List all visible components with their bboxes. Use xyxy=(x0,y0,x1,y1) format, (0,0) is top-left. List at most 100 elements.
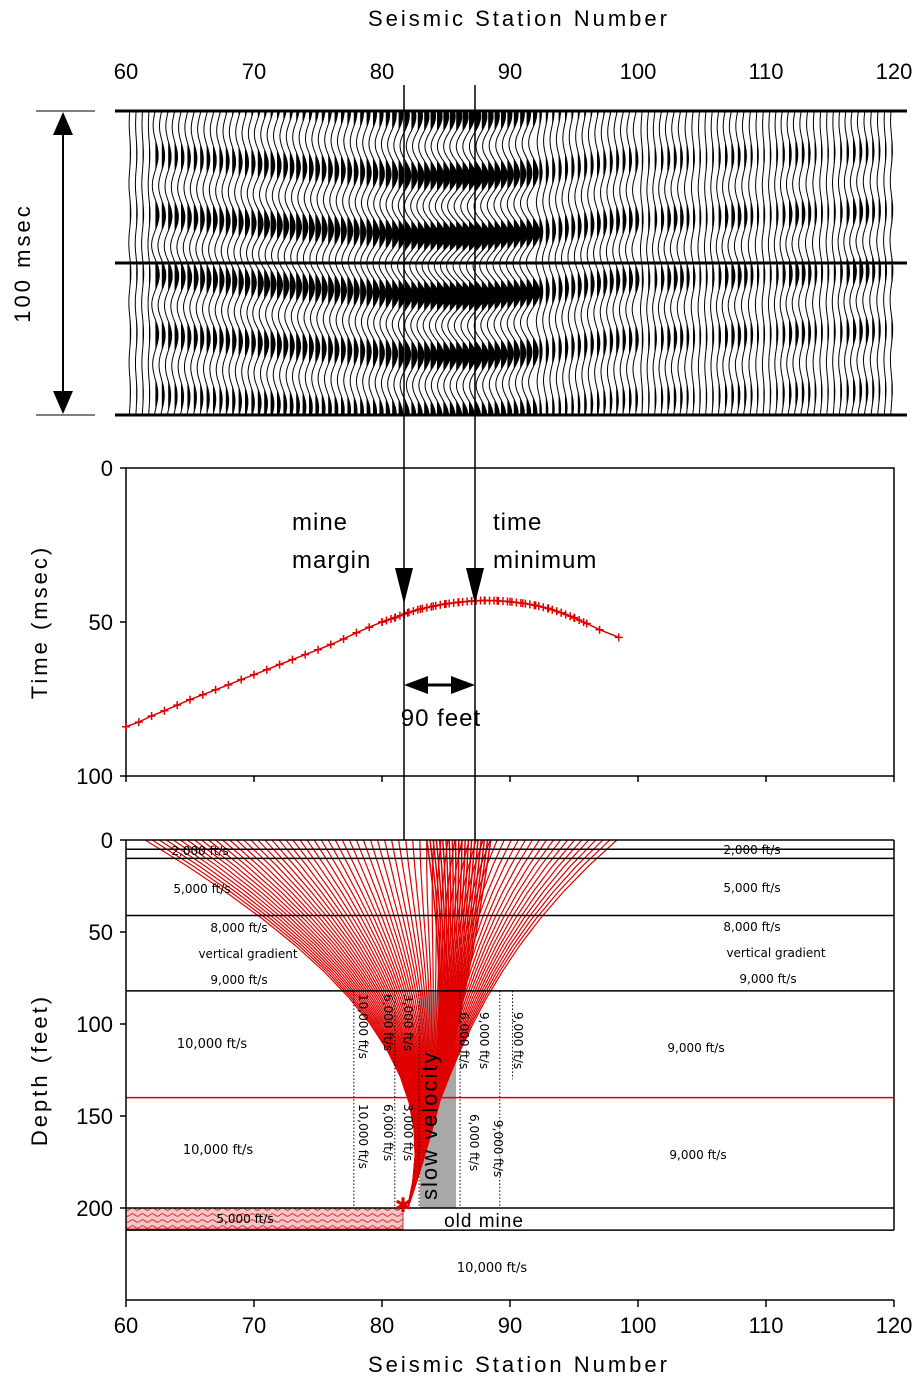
top-x-axis-title: Seismic Station Number xyxy=(368,6,670,31)
trace-fill-62 xyxy=(526,111,534,415)
arrival-time-point xyxy=(224,680,233,689)
velocity-column-boundaries xyxy=(353,990,514,1208)
trace-fill-39 xyxy=(379,111,386,415)
arrival-time-point xyxy=(580,618,587,627)
trace-fill-24 xyxy=(283,111,289,415)
bottom-x-tick-70: 70 xyxy=(242,1313,266,1338)
trace-fill-41 xyxy=(392,111,400,415)
bottom-x-tick-60: 60 xyxy=(114,1313,138,1338)
depth-ytick-label-200: 200 xyxy=(76,1196,113,1221)
label-left-5000: 5,000 ft/s xyxy=(173,882,230,896)
trace-fill-60 xyxy=(513,111,522,415)
arrival-time-point xyxy=(147,711,156,720)
arrival-time-point xyxy=(211,685,220,694)
arrival-time-point xyxy=(134,718,143,727)
arrival-time-point xyxy=(614,633,623,642)
time-ytick-label-0: 0 xyxy=(101,456,113,481)
arrival-time-point xyxy=(522,599,529,608)
trace-fill-63 xyxy=(533,111,540,415)
marker-lines xyxy=(395,85,484,840)
depth-x-ticks: 60 70 80 90 100 110 120 xyxy=(114,1300,913,1338)
arrival-time-point xyxy=(437,600,444,609)
col-label-9000-upper-left: 9,000 ft/s xyxy=(477,1012,491,1069)
arrival-time-point xyxy=(186,695,194,704)
top-x-tick-70: 70 xyxy=(242,59,266,84)
col-label-6000-upper-left: 6,000 ft/s xyxy=(381,994,395,1051)
arrival-time-point xyxy=(428,602,435,611)
arrival-time-point xyxy=(301,650,310,659)
arrival-time-point xyxy=(549,605,556,614)
arrival-time-point xyxy=(352,628,361,637)
trace-fill-25 xyxy=(289,111,296,415)
bottom-x-tick-80: 80 xyxy=(370,1313,394,1338)
arrival-time-point xyxy=(288,655,297,664)
depth-ytick-label-50: 50 xyxy=(89,920,113,945)
trace-fill-40 xyxy=(385,111,393,415)
arrival-time-point xyxy=(314,645,322,654)
arrival-time-point xyxy=(339,634,348,643)
trace-fill-51 xyxy=(456,111,466,415)
trace-fill-37 xyxy=(366,111,373,415)
trace-fill-26 xyxy=(296,111,302,415)
label-right-2000: 2,000 ft/s xyxy=(723,843,780,857)
arrival-time-point xyxy=(392,613,399,622)
label-left-vertical-gradient: vertical gradient xyxy=(198,947,297,961)
top-x-tick-120: 120 xyxy=(876,59,913,84)
arrival-time-point xyxy=(526,600,533,609)
trace-fill-36 xyxy=(360,111,366,415)
col-label-6000-lower-right: 6,000 ft/s xyxy=(467,1114,481,1171)
time-minimum-arrowhead xyxy=(466,568,484,604)
trace-fill-3 xyxy=(149,111,151,415)
trace-fill-70 xyxy=(577,111,582,415)
mine-margin-label-line1: mine xyxy=(292,509,348,536)
arrival-time-point xyxy=(275,660,284,669)
time-y-axis-title: Time (msec) xyxy=(27,545,52,699)
label-right-9000: 9,000 ft/s xyxy=(739,972,796,986)
trace-fill-38 xyxy=(373,111,380,415)
trace-fill-64 xyxy=(539,111,543,415)
top-x-tick-60: 60 xyxy=(114,59,138,84)
seismogram-time-label: 100 msec xyxy=(10,203,35,322)
label-right-5000: 5,000 ft/s xyxy=(723,881,780,895)
arrival-time-point xyxy=(419,604,426,613)
label-old-mine: old mine xyxy=(444,1211,524,1232)
arrival-time-point xyxy=(387,614,394,623)
time-y-ticks: 0 50 100 xyxy=(76,456,126,789)
arrival-time-point xyxy=(326,640,335,649)
trace-fill-105 xyxy=(801,111,806,415)
trace-fill-67 xyxy=(558,111,562,415)
label-left-10000-upper: 10,000 ft/s xyxy=(177,1037,247,1052)
col-label-9000-lower: 9,000 ft/s xyxy=(491,1120,505,1177)
bottom-x-tick-120: 120 xyxy=(876,1313,913,1338)
arrival-time-point xyxy=(410,607,417,616)
arrival-time-point xyxy=(237,675,246,684)
arrival-time-point xyxy=(396,611,403,620)
label-left-9000: 9,000 ft/s xyxy=(210,973,267,987)
arrival-time-point xyxy=(595,625,604,634)
arrival-time-curve xyxy=(122,596,623,731)
arrival-time-point xyxy=(160,706,169,715)
arrival-time-point xyxy=(567,612,574,621)
arrival-time-point xyxy=(383,616,390,625)
trace-fill-50 xyxy=(449,111,459,415)
arrival-time-point xyxy=(553,607,560,616)
trace-fill-20 xyxy=(257,111,264,415)
arrival-time-point xyxy=(262,665,271,674)
label-right-9000-upper: 9,000 ft/s xyxy=(667,1041,724,1055)
ray-path-21 xyxy=(292,839,420,1209)
top-x-tick-90: 90 xyxy=(498,59,522,84)
depth-ytick-label-150: 150 xyxy=(76,1104,113,1129)
arrival-time-point xyxy=(576,616,583,625)
trace-fill-52 xyxy=(462,111,472,415)
trace-fill-58 xyxy=(501,111,509,415)
layer-boundaries xyxy=(126,839,895,1231)
time-ytick-label-100: 100 xyxy=(76,764,113,789)
trace-fill-30 xyxy=(321,111,328,415)
mine-margin-label-line2: margin xyxy=(292,547,371,574)
arrival-time-point xyxy=(379,618,385,626)
distance-arrow-right xyxy=(451,676,475,694)
trace-fill-32 xyxy=(334,111,340,415)
trace-fill-68 xyxy=(565,111,569,415)
col-label-6000-upper-right: 6,000 ft/s xyxy=(457,1012,471,1069)
arrival-time-point xyxy=(423,603,430,612)
